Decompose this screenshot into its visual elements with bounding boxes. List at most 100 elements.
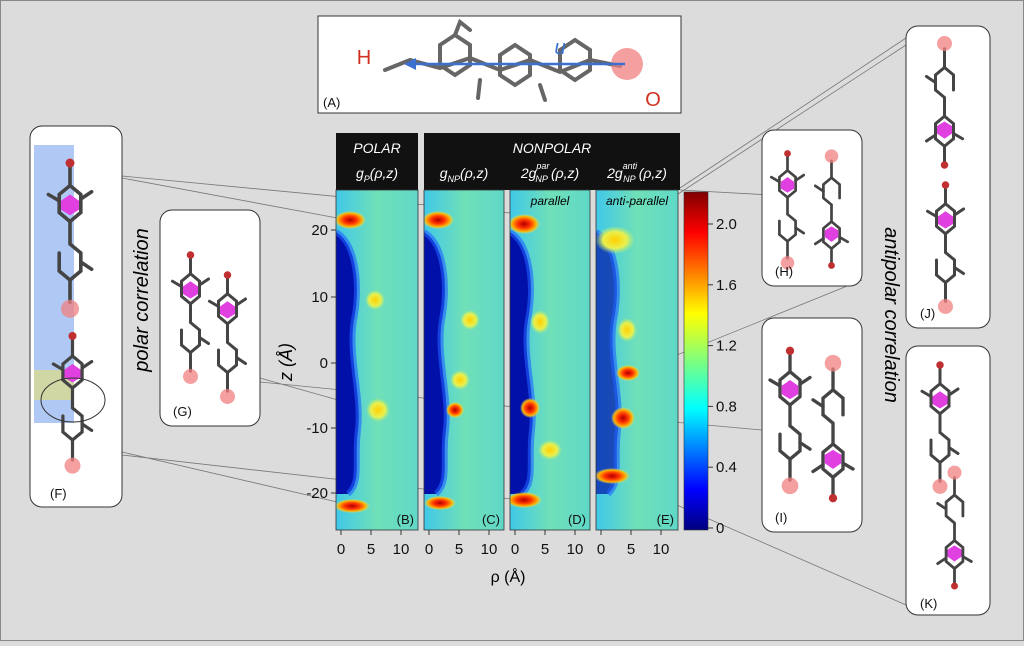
peak bbox=[366, 398, 390, 422]
panel-label: (E) bbox=[657, 512, 674, 527]
highlight bbox=[40, 377, 106, 423]
o-label: O bbox=[645, 89, 661, 111]
header-args: (ρ,z) bbox=[460, 165, 488, 181]
heatmap-frame bbox=[335, 189, 419, 531]
panel-label: (D) bbox=[568, 512, 586, 527]
peak bbox=[596, 468, 630, 484]
peak bbox=[538, 440, 562, 460]
x-tick-label: 0 bbox=[511, 541, 519, 558]
header-sup: anti bbox=[623, 161, 639, 171]
peak bbox=[365, 290, 385, 310]
header-sup: par bbox=[535, 161, 550, 171]
panel-k: (K) bbox=[905, 345, 991, 616]
x-tick-label: 0 bbox=[425, 541, 433, 558]
column-header: 2ganti NP (ρ,z) bbox=[606, 161, 667, 184]
header-text: POLAR bbox=[353, 140, 400, 156]
u-label: u bbox=[554, 37, 565, 59]
header-sub: NP bbox=[535, 174, 548, 184]
panel-label: (A) bbox=[323, 95, 340, 110]
y-tick-label: 20 bbox=[311, 222, 328, 239]
x-tick-label: 0 bbox=[597, 541, 605, 558]
panel-label: (I) bbox=[775, 510, 787, 525]
heatmap-frame bbox=[595, 189, 679, 531]
header-args: (ρ,z) bbox=[639, 165, 667, 181]
peak bbox=[611, 407, 635, 429]
y-axis-label: z (Å) bbox=[276, 343, 296, 382]
x-tick-label: 5 bbox=[455, 541, 463, 558]
panel-box bbox=[159, 209, 261, 427]
heatmap-frame bbox=[509, 189, 591, 531]
x-tick-label: 5 bbox=[541, 541, 549, 558]
peak bbox=[596, 226, 635, 254]
header-base: 2g bbox=[520, 165, 537, 181]
peak bbox=[336, 211, 366, 229]
x-tick-label: 10 bbox=[567, 541, 584, 558]
heatmap-frame bbox=[423, 189, 505, 531]
heatmap bbox=[596, 190, 678, 530]
peak bbox=[336, 499, 370, 513]
panel-h: (H) bbox=[761, 129, 863, 287]
header-polar bbox=[336, 133, 418, 190]
panel-note: parallel bbox=[530, 194, 570, 208]
edge bbox=[596, 229, 622, 497]
x-tick-label: 10 bbox=[481, 541, 498, 558]
header-base: g bbox=[440, 165, 448, 181]
panel-i: (I) bbox=[761, 317, 863, 533]
polar-end bbox=[611, 48, 643, 80]
panel-label: (G) bbox=[173, 404, 192, 419]
header-sub: NP bbox=[448, 174, 461, 184]
colorbar-tick-label: 1.2 bbox=[716, 338, 737, 355]
edge bbox=[336, 229, 362, 497]
panel-g: (G) bbox=[159, 209, 261, 427]
column-header: gNP(ρ,z) bbox=[440, 165, 489, 184]
y-tick-label: 10 bbox=[311, 289, 328, 306]
x-tick-label: 0 bbox=[337, 541, 345, 558]
column-header: 2gpar NP (ρ,z) bbox=[520, 161, 579, 184]
header-args: (ρ,z) bbox=[551, 165, 579, 181]
colorbar-tick-label: 2.0 bbox=[716, 216, 737, 233]
header-args: (ρ,z) bbox=[370, 165, 398, 181]
x-tick-label: 10 bbox=[393, 541, 410, 558]
panel-box bbox=[905, 345, 991, 616]
peak bbox=[510, 492, 542, 508]
header-nonpolar bbox=[424, 133, 680, 190]
panel-note: anti-parallel bbox=[606, 194, 668, 208]
y-tick-label: -20 bbox=[306, 485, 328, 502]
x-tick-label: 5 bbox=[367, 541, 375, 558]
heatmaps: (B) (C) (D) parallel (E) anti-parallel bbox=[335, 189, 679, 531]
edge bbox=[510, 229, 536, 497]
panel-label: (C) bbox=[482, 512, 500, 527]
peak bbox=[446, 402, 464, 418]
peak bbox=[617, 318, 637, 342]
panel-box bbox=[905, 25, 991, 329]
peak bbox=[460, 310, 480, 330]
peak bbox=[530, 310, 550, 334]
panel-f: (F) bbox=[29, 125, 123, 508]
colorbar-tick-label: 1.6 bbox=[716, 277, 737, 294]
edge bbox=[424, 229, 450, 497]
y-axis: 20 10 0 -10 -20 bbox=[306, 222, 336, 502]
colorbar-tick-label: 0.4 bbox=[716, 459, 737, 476]
excluded-region bbox=[424, 232, 447, 494]
colorbar-tick-label: 0.8 bbox=[716, 398, 737, 415]
panel-a: H u O (A) bbox=[317, 15, 682, 114]
header-base: g bbox=[356, 165, 364, 181]
peak bbox=[424, 211, 454, 229]
peak bbox=[424, 496, 456, 510]
column-header: gP(ρ,z) bbox=[356, 165, 398, 184]
y-tick-label: 0 bbox=[320, 355, 328, 372]
panel-label: (H) bbox=[775, 264, 793, 279]
excluded-region bbox=[596, 232, 619, 494]
peak bbox=[520, 398, 540, 418]
x-tick-label: 5 bbox=[627, 541, 635, 558]
panel-label: (B) bbox=[397, 512, 414, 527]
panel-label: (J) bbox=[920, 306, 935, 321]
x-axis: 0 5 10 0 5 10 0 5 10 0 5 10 bbox=[337, 530, 669, 558]
peak bbox=[450, 370, 470, 390]
column-headers: gP(ρ,z) gNP(ρ,z) 2gpar NP (ρ,z) 2ganti NP (ρ,z) bbox=[356, 161, 667, 184]
colorbar bbox=[683, 191, 709, 531]
heatmap bbox=[424, 190, 504, 530]
h-label: H bbox=[357, 47, 371, 69]
header-base: 2g bbox=[606, 165, 623, 181]
